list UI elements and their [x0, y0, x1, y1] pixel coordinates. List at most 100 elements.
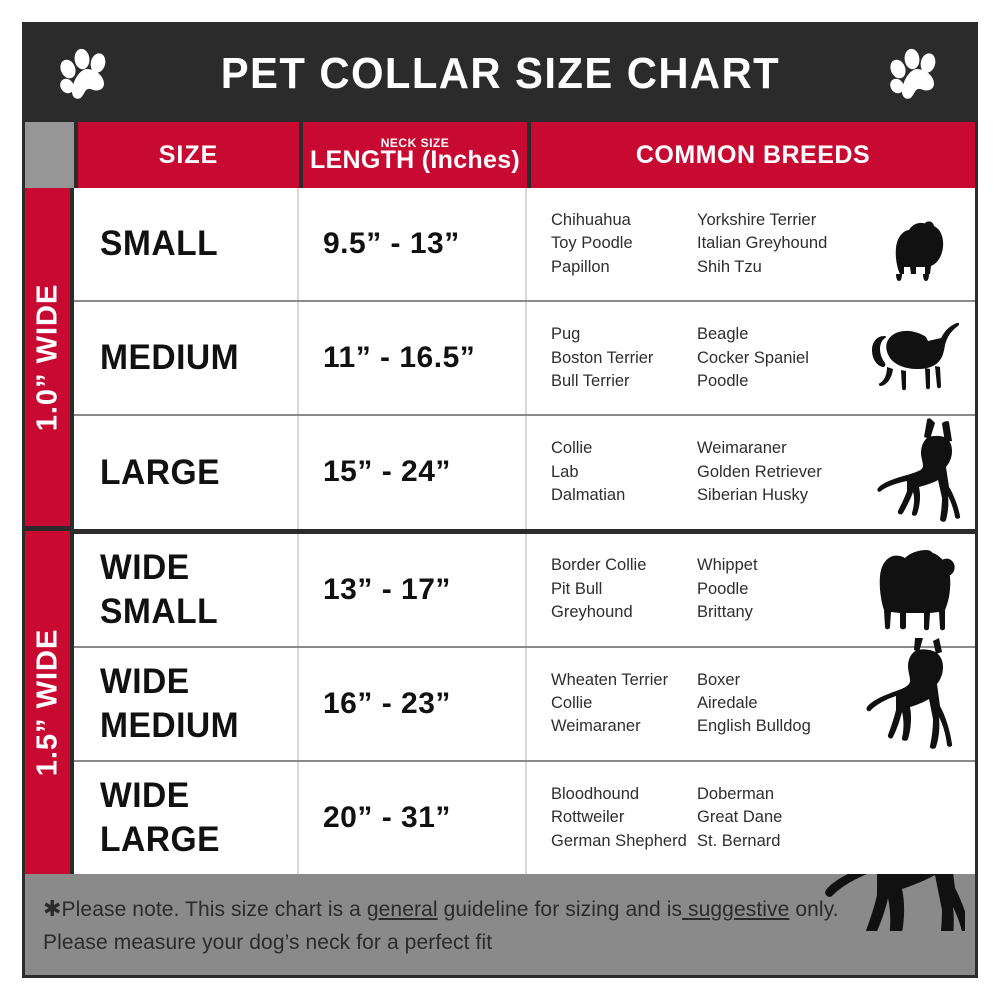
cell-length: 11” - 16.5”	[299, 302, 527, 415]
width-group-rail: 1.0” WIDE 1.5” WIDE	[25, 188, 74, 874]
table-row: LARGE 15” - 24” Collie Lab Dalmatian Wei…	[74, 416, 975, 534]
footer-text-c: only.	[789, 898, 839, 921]
footer-note: ✱Please note. This size chart is a gener…	[25, 874, 975, 975]
breed-item: St. Bernard	[697, 831, 781, 850]
breed-item: Brittany	[697, 603, 753, 622]
breed-item: Siberian Husky	[697, 486, 808, 505]
breed-item: Bull Terrier	[551, 371, 630, 390]
breed-item: Dalmatian	[551, 486, 626, 505]
breed-column-1: Wheaten Terrier Collie Weimaraner	[551, 669, 697, 739]
width-group-1-0: 1.0” WIDE	[25, 188, 70, 531]
footer-line-1: ✱Please note. This size chart is a gener…	[43, 892, 975, 927]
page-title: PET COLLAR SIZE CHART	[220, 48, 780, 98]
breed-column-1: Collie Lab Dalmatian	[551, 437, 697, 507]
cell-breeds: Wheaten Terrier Collie Weimaraner Boxer …	[527, 637, 975, 760]
small-fluffy-dog-silhouette	[879, 208, 965, 294]
size-label-line: SMALL	[100, 224, 219, 264]
breed-item: Airedale	[697, 694, 758, 713]
breed-item: English Bulldog	[697, 717, 811, 736]
breed-column-1: Chihuahua Toy Poodle Papillon	[551, 209, 697, 279]
footer-line-2: Please measure your dog’s neck for a per…	[43, 930, 493, 954]
cell-size: WIDE MEDIUM	[74, 647, 299, 760]
asterisk-icon: ✱	[43, 896, 62, 921]
table-rows: SMALL 9.5” - 13” Chihuahua Toy Poodle Pa…	[74, 188, 975, 875]
breed-item: Whippet	[697, 556, 758, 575]
cell-size: SMALL	[74, 188, 299, 301]
breed-item: Poodle	[697, 579, 749, 598]
table-row: MEDIUM 11” - 16.5” Pug Boston Terrier Bu…	[74, 302, 975, 417]
breed-column-1: Border Collie Pit Bull Greyhound	[551, 554, 697, 624]
size-label-line: MEDIUM	[100, 338, 240, 378]
size-label-line: LARGE	[100, 452, 220, 492]
breed-item: Collie	[551, 439, 593, 458]
table-row: WIDE LARGE 20” - 31” Bloodhound Rottweil…	[74, 761, 975, 875]
boxer-silhouette	[851, 636, 963, 760]
beagle-silhouette	[853, 322, 971, 402]
width-group-1-5: 1.5” WIDE	[25, 531, 70, 874]
size-label-line: SMALL	[100, 591, 219, 631]
cell-length: 15” - 24”	[299, 416, 527, 529]
cell-length: 20” - 31”	[299, 761, 527, 875]
width-group-1-5-label: 1.5” WIDE	[31, 628, 63, 777]
breed-item: Rottweiler	[551, 808, 625, 827]
cell-length: 13” - 17”	[299, 533, 527, 646]
breed-item: Wheaten Terrier	[551, 670, 669, 689]
cell-breeds: Pug Boston Terrier Bull Terrier Beagle C…	[527, 302, 975, 414]
breed-item: Poodle	[697, 371, 749, 390]
breed-item: Bloodhound	[551, 784, 640, 803]
breed-column-1: Bloodhound Rottweiler German Shepherd	[551, 783, 697, 853]
size-label-line: MEDIUM	[100, 705, 240, 745]
size-label-line: WIDE	[100, 547, 190, 587]
breed-item: Border Collie	[551, 556, 647, 575]
column-header-length: NECK SIZE LENGTH (Inches)	[303, 122, 531, 188]
column-header-breeds: COMMON BREEDS	[531, 122, 975, 188]
breed-item: Chihuahua	[551, 210, 631, 229]
size-label-line: WIDE	[100, 776, 190, 816]
breed-item: Shih Tzu	[697, 257, 762, 276]
breed-item: Great Dane	[697, 808, 783, 827]
size-chart-container: PET COLLAR SIZE CHART SIZE NECK SIZE LEN…	[22, 22, 978, 978]
breed-item: Toy Poodle	[551, 234, 633, 253]
footer-underline-suggestive: suggestive	[682, 898, 790, 921]
breed-item: Italian Greyhound	[697, 234, 828, 253]
table-row: WIDE SMALL 13” - 17” Border Collie Pit B…	[74, 533, 975, 648]
cell-size: MEDIUM	[74, 302, 299, 415]
footer-text-a: Please note. This size chart is a	[61, 898, 367, 921]
breed-item: Beagle	[697, 325, 749, 344]
breed-item: Collie	[551, 694, 593, 713]
shepherd-silhouette	[861, 417, 969, 525]
table-body: 1.0” WIDE 1.5” WIDE SMALL 9.5” - 13” Chi…	[25, 188, 975, 875]
breed-item: Golden Retriever	[697, 462, 822, 481]
breed-item: Lab	[551, 462, 579, 481]
size-label-line: LARGE	[100, 819, 220, 859]
breed-column-2: Yorkshire Terrier Italian Greyhound Shih…	[697, 209, 827, 279]
breed-column-2: Beagle Cocker Spaniel Poodle	[697, 323, 809, 393]
cell-size: WIDE SMALL	[74, 533, 299, 646]
breed-item: Pug	[551, 325, 581, 344]
cell-length: 16” - 23”	[299, 647, 527, 760]
breed-item: Papillon	[551, 257, 610, 276]
table-row: WIDE MEDIUM 16” - 23” Wheaten Terrier Co…	[74, 637, 975, 762]
breed-item: German Shepherd	[551, 831, 687, 850]
breed-item: Weimaraner	[551, 717, 641, 736]
cell-breeds: Bloodhound Rottweiler German Shepherd Do…	[527, 762, 975, 874]
size-label-line: WIDE	[100, 662, 190, 702]
bulldog-silhouette	[857, 536, 967, 646]
footer-text-b: guideline for sizing and is	[437, 898, 683, 921]
breed-column-2: Boxer Airedale English Bulldog	[697, 669, 811, 739]
column-header-spacer	[25, 122, 78, 188]
breed-column-1: Pug Boston Terrier Bull Terrier	[551, 323, 697, 393]
breed-item: Pit Bull	[551, 579, 603, 598]
chart-title-bar: PET COLLAR SIZE CHART	[25, 25, 975, 122]
breed-item: Yorkshire Terrier	[697, 210, 817, 229]
cell-breeds: Chihuahua Toy Poodle Papillon Yorkshire …	[527, 188, 975, 300]
paw-print-icon	[57, 45, 113, 103]
cell-size: LARGE	[74, 416, 299, 529]
cell-size: WIDE LARGE	[74, 761, 299, 875]
cell-breeds: Border Collie Pit Bull Greyhound Whippet…	[527, 534, 975, 646]
table-row: SMALL 9.5” - 13” Chihuahua Toy Poodle Pa…	[74, 188, 975, 303]
column-header-length-main: LENGTH (Inches)	[309, 145, 521, 174]
column-header-size: SIZE	[78, 122, 303, 188]
breed-column-2: Whippet Poodle Brittany	[697, 554, 758, 624]
cell-length: 9.5” - 13”	[299, 188, 527, 301]
